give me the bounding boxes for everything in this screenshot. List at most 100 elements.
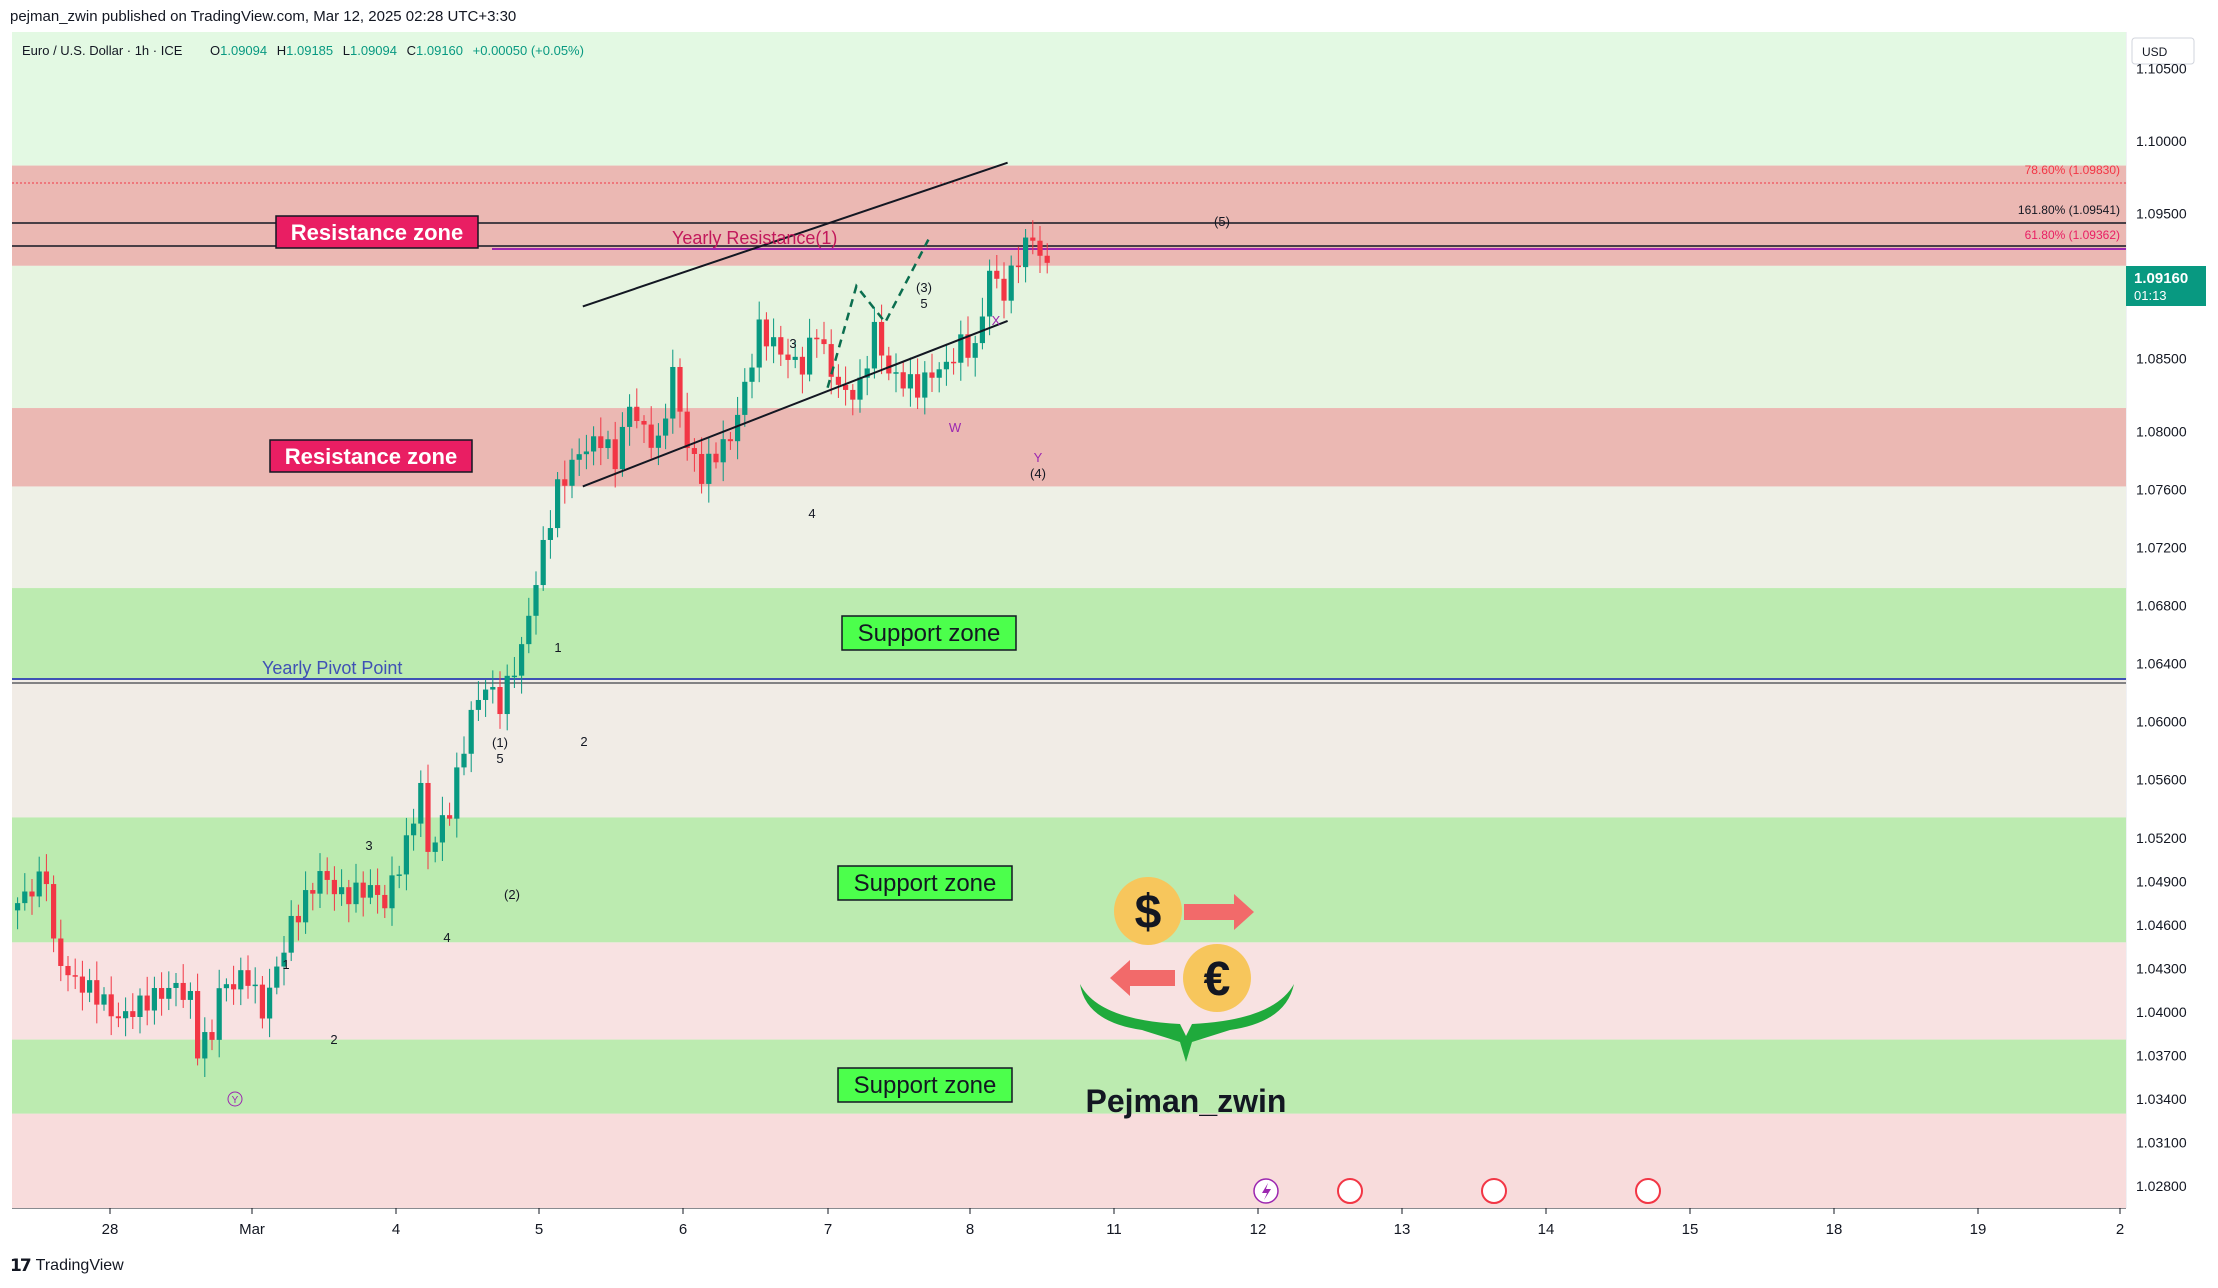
candle-body bbox=[598, 436, 604, 449]
footer[interactable]: 17 TradingView bbox=[10, 1256, 124, 1276]
event-us-flag-icon-2[interactable] bbox=[1481, 1178, 1507, 1204]
candle-body bbox=[245, 970, 251, 986]
publish-info: pejman_zwin published on TradingView.com… bbox=[10, 8, 517, 25]
event-us-flag-icon-3[interactable] bbox=[1635, 1178, 1661, 1204]
candle-body bbox=[497, 686, 503, 715]
time-tick-label: 13 bbox=[1394, 1221, 1411, 1238]
candle-body bbox=[43, 871, 49, 885]
candle-body bbox=[310, 890, 316, 894]
tradingview-logo-icon[interactable]: 17 bbox=[10, 1256, 32, 1276]
candle-body bbox=[15, 903, 21, 911]
wave-y-circle bbox=[227, 1091, 243, 1107]
candle-body bbox=[605, 439, 611, 449]
ohlc-legend[interactable]: Euro / U.S. Dollar · 1h · ICE O1.09094 H… bbox=[22, 43, 584, 58]
price-axis[interactable]: USD 1.10500 1.10000 1.09500 1.08500 1.08000 1… bbox=[2125, 32, 2218, 1208]
ohlc-values: O1.09094 H1.09185 L1.09094 C1.09160 +0.0… bbox=[210, 43, 584, 58]
candle-body bbox=[526, 615, 532, 645]
event-icons[interactable] bbox=[1253, 1178, 1661, 1204]
candle-body bbox=[663, 418, 669, 436]
candle-body bbox=[922, 372, 928, 398]
candle-body bbox=[569, 459, 575, 486]
candle-body bbox=[871, 321, 877, 369]
fib-161-label: 161.80% (1.09541) bbox=[2018, 203, 2120, 217]
background-band bbox=[12, 265, 2126, 409]
resistance-label-2: Resistance zone bbox=[285, 444, 457, 469]
chart-pane[interactable]: Resistance zone Resistance zone Support … bbox=[12, 32, 2126, 1208]
price-tick-label: 1.06000 bbox=[2136, 714, 2187, 730]
candle-body bbox=[180, 982, 186, 1000]
candle-body bbox=[576, 454, 582, 460]
time-tick-label: 7 bbox=[824, 1221, 832, 1238]
price-tick-label: 1.06800 bbox=[2136, 597, 2187, 613]
price-tick-label: 1.02800 bbox=[2136, 1178, 2187, 1194]
wave-label-4c: 4 bbox=[443, 930, 450, 945]
candle-body bbox=[94, 980, 100, 1005]
candle-body bbox=[461, 753, 467, 768]
time-tick-label: 18 bbox=[1826, 1221, 1843, 1238]
candle-body bbox=[223, 984, 229, 989]
candle-body bbox=[295, 915, 301, 923]
wave-label-4b: (4) bbox=[1030, 466, 1046, 481]
candle-body bbox=[151, 988, 157, 1011]
candle-body bbox=[367, 885, 373, 898]
wave-label-3a: 3 bbox=[789, 336, 796, 351]
candle-body bbox=[900, 372, 906, 389]
price-chart[interactable]: Resistance zone Resistance zone Support … bbox=[12, 32, 2126, 1208]
dollar-coin-icon bbox=[1114, 877, 1182, 945]
candle-body bbox=[987, 270, 993, 317]
candle-body bbox=[864, 368, 870, 378]
candle-body bbox=[1015, 265, 1021, 268]
candle-body bbox=[475, 699, 481, 710]
candle-body bbox=[720, 439, 726, 463]
candle-body bbox=[303, 890, 309, 923]
yearly-pivot-label: Yearly Pivot Point bbox=[262, 658, 402, 678]
candle-body bbox=[627, 406, 633, 427]
candle-body bbox=[483, 689, 489, 700]
wave-label-1a: 1 bbox=[554, 640, 561, 655]
candle-body bbox=[792, 356, 798, 360]
watermark-logo: $ € Pejman_zwin bbox=[1080, 877, 1294, 1119]
footer-brand[interactable]: TradingView bbox=[35, 1257, 124, 1274]
candle-body bbox=[324, 871, 330, 880]
resistance-label-2-bg bbox=[269, 439, 473, 473]
arrow-right-icon bbox=[1184, 894, 1254, 930]
lightning-glyph bbox=[1262, 1183, 1271, 1200]
event-us-flag-icon-1[interactable] bbox=[1337, 1178, 1363, 1204]
candle-body bbox=[886, 355, 892, 374]
candle-body bbox=[670, 366, 676, 419]
resistance-label-1: Resistance zone bbox=[291, 220, 463, 245]
time-tick-label: 12 bbox=[1250, 1221, 1267, 1238]
candle-body bbox=[317, 871, 323, 894]
time-tick-label: 5 bbox=[535, 1221, 543, 1238]
candle-body bbox=[209, 1032, 215, 1040]
candle-body bbox=[893, 372, 899, 374]
candle-body bbox=[389, 875, 395, 909]
symbol-name[interactable]: Euro / U.S. Dollar · 1h · ICE bbox=[22, 43, 183, 58]
candle-body bbox=[58, 938, 64, 966]
candle-body bbox=[403, 835, 409, 875]
candle-body bbox=[159, 988, 165, 999]
candle-body bbox=[144, 995, 150, 1011]
wave-label-2c: 2 bbox=[330, 1032, 337, 1047]
time-axis[interactable]: 28 Mar 4 5 6 7 8 11 12 13 14 15 18 19 2 bbox=[12, 1207, 2126, 1248]
background-band bbox=[12, 942, 2126, 1040]
candle-body bbox=[382, 894, 388, 909]
candle-body bbox=[36, 871, 42, 897]
candle-body bbox=[267, 987, 273, 1019]
resistance-label-1-bg bbox=[275, 215, 479, 249]
candle-body bbox=[1037, 240, 1043, 256]
price-tick-label: 1.06400 bbox=[2136, 656, 2187, 672]
wave-label-5a: 5 bbox=[920, 296, 927, 311]
candle-body bbox=[231, 984, 237, 990]
yearly-resistance-label: Yearly Resistance(1) bbox=[672, 228, 837, 248]
candle-body bbox=[943, 361, 949, 370]
current-price-tag bbox=[2126, 266, 2206, 306]
candle-body bbox=[439, 815, 445, 843]
candle-body bbox=[511, 675, 517, 678]
price-tick-label: 1.08000 bbox=[2136, 423, 2187, 439]
wave-labels: 3 4 (3) 5 X W Y (4) (5) 1 2 (1) 5 3 4 (2… bbox=[227, 214, 1230, 1107]
time-tick-label: Mar bbox=[239, 1221, 265, 1238]
currency-button[interactable] bbox=[2131, 37, 2195, 65]
support-zone-band bbox=[12, 1039, 2126, 1114]
price-tick-label: 1.05200 bbox=[2136, 830, 2187, 846]
